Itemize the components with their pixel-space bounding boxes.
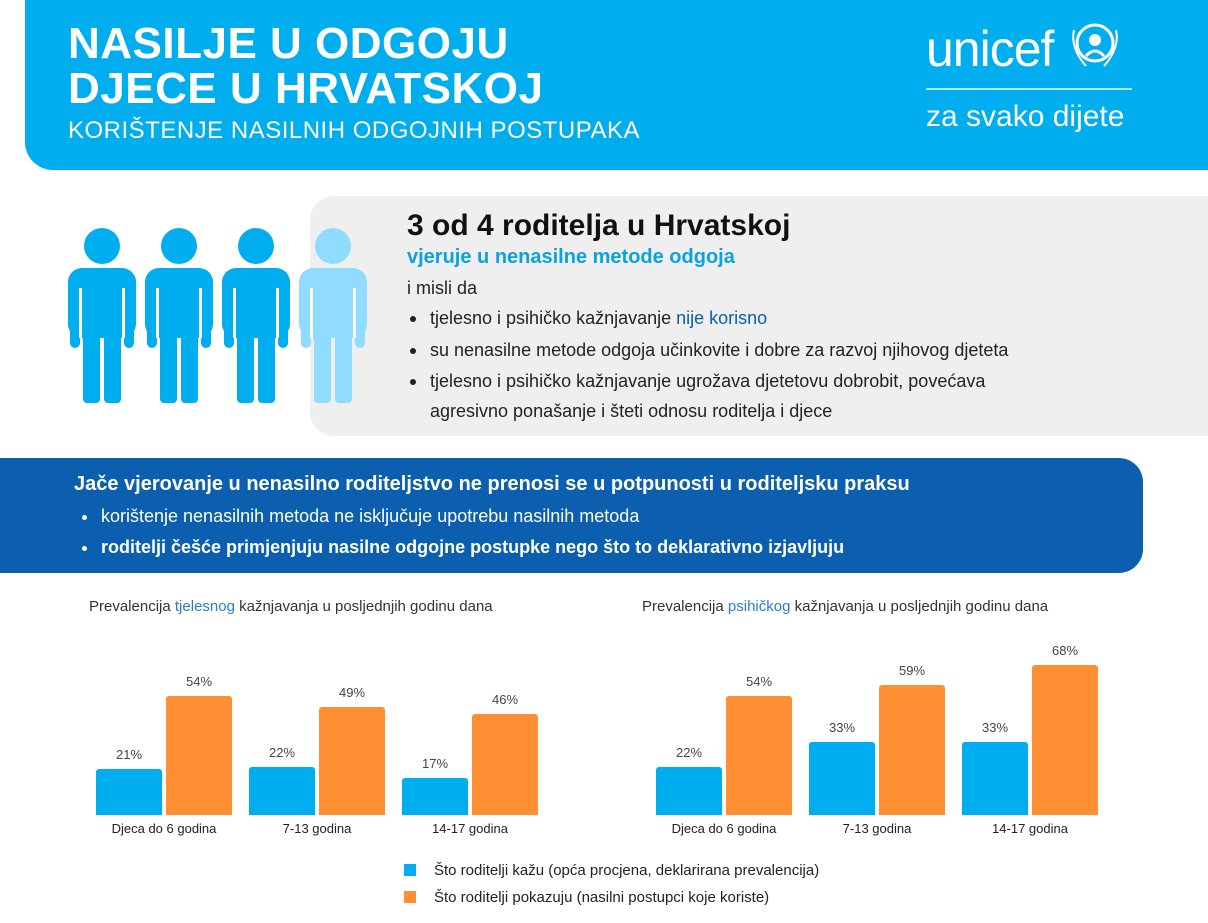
- bullet-text: su nenasilne metode odgoja učinkovite i …: [430, 340, 1009, 360]
- intro-bullet: tjelesno i psihičko kažnjavanje nije kor…: [410, 303, 767, 333]
- category-label: Djeca do 6 godina: [671, 821, 777, 836]
- person-icon: [299, 228, 367, 403]
- legend-label: Što roditelji pokazuju (nasilni postupci…: [434, 889, 770, 906]
- header-banner: [25, 0, 1208, 170]
- band-bullet: korištenje nenasilnih metoda ne isključu…: [82, 506, 639, 527]
- logo-divider: [926, 88, 1132, 90]
- intro-highlight: vjeruje u nenasilne metode odgoja: [407, 246, 735, 268]
- title-line-2: DJECE U HRVATSKOJ: [68, 64, 544, 113]
- band-bullet-text: korištenje nenasilnih metoda ne isključu…: [101, 506, 640, 526]
- legend-swatch-orange: [404, 891, 416, 903]
- intro-headline: 3 od 4 roditelja u Hrvatskoj: [407, 209, 791, 242]
- bar-say: [402, 777, 468, 815]
- unicef-logo: unicef: [926, 18, 1124, 78]
- subtitle: KORIŠTENJE NASILNIH ODGOJNIH POSTUPAKA: [68, 117, 640, 144]
- category-label: 7-13 godina: [282, 821, 352, 836]
- title-part: Prevalencija: [642, 598, 728, 615]
- bar-show: [472, 713, 538, 815]
- data-label: 54%: [745, 674, 773, 690]
- title-highlight: psihičkog: [727, 598, 791, 615]
- data-label: 17%: [421, 755, 449, 771]
- bar-show: [1032, 665, 1098, 815]
- band-title: Jače vjerovanje u nenasilno roditeljstvo…: [74, 473, 910, 495]
- data-label: 68%: [1051, 643, 1079, 659]
- category-label: 14-17 godina: [992, 821, 1068, 836]
- key-finding-band: [0, 458, 1143, 573]
- category-label: 7-13 godina: [842, 821, 912, 836]
- chart-title-psychological: Prevalencija psihičkog kažnjavanja u pos…: [642, 598, 1048, 615]
- bar-show: [319, 707, 385, 815]
- data-label: 33%: [981, 720, 1009, 736]
- bullet-highlight: nije korisno: [676, 308, 768, 328]
- un-emblem-icon: [1072, 23, 1119, 67]
- bullet-text: tjelesno i psihičko kažnjavanje: [430, 308, 677, 328]
- legend-label: Što roditelji kažu (opća procjena, dekla…: [434, 862, 820, 879]
- band-bullet: roditelji češće primjenjuju nasilne odgo…: [82, 537, 844, 558]
- title-line-1: NASILJE U ODGOJU: [68, 19, 509, 68]
- bar-say: [96, 768, 162, 815]
- category-label: Djeca do 6 godina: [111, 821, 217, 836]
- data-label: 22%: [675, 744, 703, 760]
- data-label: 54%: [185, 674, 213, 690]
- person-icon: [68, 228, 136, 403]
- data-label: 33%: [828, 720, 856, 736]
- bar-show: [879, 685, 945, 815]
- person-icon: [222, 228, 290, 403]
- bar-say: [249, 766, 315, 815]
- title-part: kažnjavanja u posljednjih godinu dana: [234, 598, 493, 615]
- intro-bullet: tjelesno i psihičko kažnjavanje ugrožava…: [410, 366, 985, 426]
- title-part: Prevalencija: [89, 598, 175, 615]
- bullet-text: agresivno ponašanje i šteti odnosu rodit…: [430, 401, 833, 421]
- bar-show: [166, 696, 232, 815]
- bar-say: [656, 766, 722, 815]
- intro-lead: i misli da: [407, 278, 478, 298]
- title-part: kažnjavanja u posljednjih godinu dana: [790, 598, 1049, 615]
- bar-show: [726, 696, 792, 815]
- data-label: 46%: [491, 691, 519, 707]
- chart-title-physical: Prevalencija tjelesnog kažnjavanja u pos…: [89, 598, 493, 615]
- intro-panel: [310, 196, 1208, 436]
- band-bullet-text: roditelji češće primjenjuju nasilne odgo…: [101, 537, 845, 557]
- data-label: 59%: [898, 663, 926, 679]
- legend-swatch-blue: [404, 864, 416, 876]
- intro-bullet: su nenasilne metode odgoja učinkovite i …: [410, 335, 1008, 365]
- legend-item-show: Što roditelji pokazuju (nasilni postupci…: [404, 889, 769, 906]
- data-label: 22%: [268, 744, 296, 760]
- title-highlight: tjelesnog: [174, 598, 235, 615]
- bar-say: [962, 742, 1028, 815]
- bar-say: [809, 742, 875, 815]
- person-icon: [145, 228, 213, 403]
- data-label: 21%: [115, 746, 143, 762]
- category-label: 14-17 godina: [432, 821, 508, 836]
- bullet-text: tjelesno i psihičko kažnjavanje ugrožava…: [430, 371, 986, 391]
- logo-text: unicef: [926, 21, 1054, 77]
- data-label: 49%: [338, 685, 366, 701]
- legend-item-say: Što roditelji kažu (opća procjena, dekla…: [404, 862, 819, 879]
- tagline: za svako dijete: [926, 100, 1125, 133]
- people-icon: [68, 228, 367, 403]
